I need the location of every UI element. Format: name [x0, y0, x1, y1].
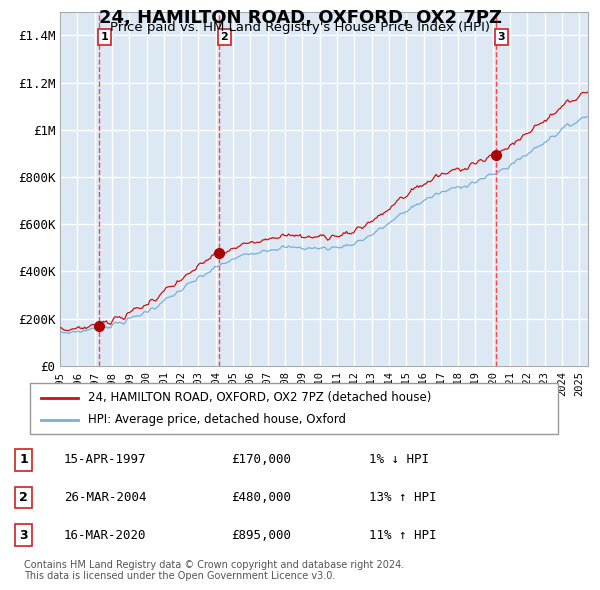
Text: 24, HAMILTON ROAD, OXFORD, OX2 7PZ (detached house): 24, HAMILTON ROAD, OXFORD, OX2 7PZ (deta…	[88, 391, 431, 404]
FancyBboxPatch shape	[30, 384, 558, 434]
Text: Contains HM Land Registry data © Crown copyright and database right 2024.
This d: Contains HM Land Registry data © Crown c…	[24, 559, 404, 581]
Text: 16-MAR-2020: 16-MAR-2020	[64, 529, 146, 542]
Text: 15-APR-1997: 15-APR-1997	[64, 454, 146, 467]
Text: 13% ↑ HPI: 13% ↑ HPI	[369, 491, 437, 504]
Text: 1: 1	[19, 454, 28, 467]
Text: Price paid vs. HM Land Registry's House Price Index (HPI): Price paid vs. HM Land Registry's House …	[110, 21, 490, 34]
Text: 1: 1	[101, 32, 109, 42]
Text: £480,000: £480,000	[231, 491, 291, 504]
Text: 3: 3	[19, 529, 28, 542]
Text: 1% ↓ HPI: 1% ↓ HPI	[369, 454, 429, 467]
Text: 2: 2	[220, 32, 228, 42]
Text: 26-MAR-2004: 26-MAR-2004	[64, 491, 146, 504]
Text: 11% ↑ HPI: 11% ↑ HPI	[369, 529, 437, 542]
Text: HPI: Average price, detached house, Oxford: HPI: Average price, detached house, Oxfo…	[88, 413, 346, 426]
Text: £170,000: £170,000	[231, 454, 291, 467]
Text: 2: 2	[19, 491, 28, 504]
Text: 3: 3	[497, 32, 505, 42]
Text: 24, HAMILTON ROAD, OXFORD, OX2 7PZ: 24, HAMILTON ROAD, OXFORD, OX2 7PZ	[98, 9, 502, 27]
Text: £895,000: £895,000	[231, 529, 291, 542]
